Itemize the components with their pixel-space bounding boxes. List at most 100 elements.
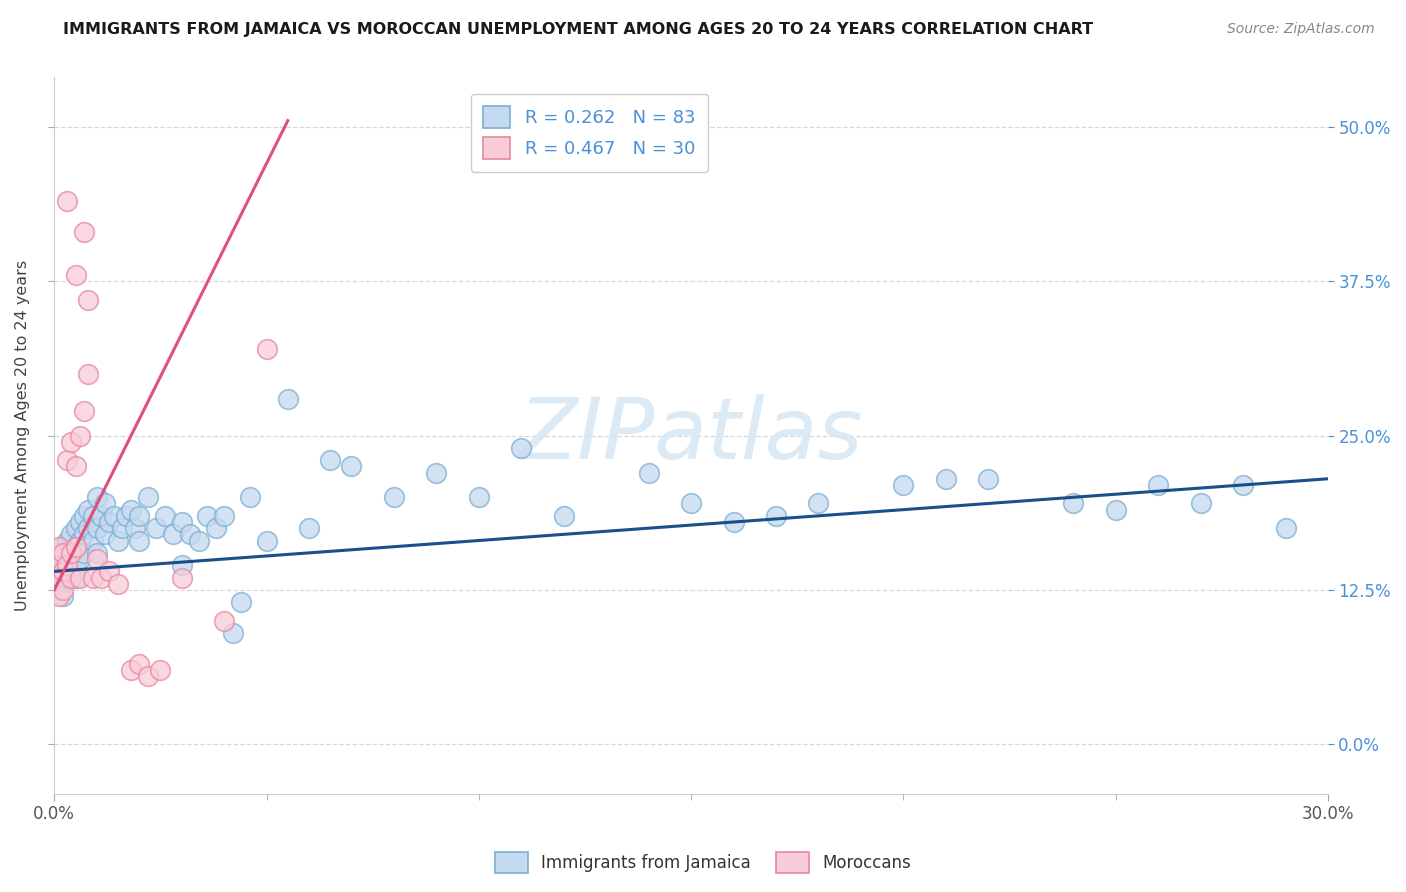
Point bbox=[1232, 478, 1254, 492]
Point bbox=[48, 540, 70, 554]
Point bbox=[107, 533, 129, 548]
Point bbox=[145, 521, 167, 535]
Point bbox=[56, 570, 79, 584]
Point bbox=[69, 515, 91, 529]
Point bbox=[103, 508, 125, 523]
Point bbox=[107, 576, 129, 591]
Point bbox=[893, 478, 915, 492]
Point bbox=[56, 194, 79, 208]
Point bbox=[204, 521, 226, 535]
Point bbox=[60, 546, 83, 560]
Point bbox=[56, 558, 79, 573]
Point bbox=[179, 527, 201, 541]
Point bbox=[52, 565, 75, 579]
Point bbox=[128, 508, 150, 523]
Point bbox=[170, 558, 193, 573]
Point bbox=[65, 268, 87, 282]
Point bbox=[65, 555, 87, 569]
Point bbox=[298, 521, 321, 535]
Point bbox=[115, 508, 138, 523]
Point bbox=[48, 552, 70, 566]
Point bbox=[681, 496, 703, 510]
Point bbox=[90, 570, 112, 584]
Point bbox=[86, 521, 108, 535]
Point bbox=[69, 533, 91, 548]
Point bbox=[98, 515, 121, 529]
Point bbox=[52, 546, 75, 560]
Point bbox=[48, 589, 70, 603]
Point bbox=[52, 565, 75, 579]
Point bbox=[69, 552, 91, 566]
Point bbox=[56, 546, 79, 560]
Point bbox=[128, 657, 150, 671]
Point bbox=[52, 589, 75, 603]
Point bbox=[82, 533, 104, 548]
Point bbox=[77, 367, 100, 381]
Point bbox=[73, 527, 96, 541]
Point bbox=[52, 582, 75, 597]
Point bbox=[136, 669, 159, 683]
Point bbox=[170, 570, 193, 584]
Y-axis label: Unemployment Among Ages 20 to 24 years: Unemployment Among Ages 20 to 24 years bbox=[15, 260, 30, 611]
Point bbox=[162, 527, 184, 541]
Text: ZIPatlas: ZIPatlas bbox=[519, 394, 863, 477]
Point bbox=[86, 552, 108, 566]
Point bbox=[69, 570, 91, 584]
Legend: R = 0.262   N = 83, R = 0.467   N = 30: R = 0.262 N = 83, R = 0.467 N = 30 bbox=[471, 94, 707, 172]
Point bbox=[1274, 521, 1296, 535]
Point bbox=[56, 453, 79, 467]
Point bbox=[425, 466, 447, 480]
Point bbox=[60, 565, 83, 579]
Point bbox=[77, 293, 100, 307]
Point bbox=[1062, 496, 1084, 510]
Point bbox=[637, 466, 659, 480]
Point bbox=[340, 459, 363, 474]
Point bbox=[86, 546, 108, 560]
Point bbox=[149, 663, 172, 677]
Point bbox=[468, 491, 491, 505]
Point bbox=[256, 342, 278, 356]
Text: IMMIGRANTS FROM JAMAICA VS MOROCCAN UNEMPLOYMENT AMONG AGES 20 TO 24 YEARS CORRE: IMMIGRANTS FROM JAMAICA VS MOROCCAN UNEM… bbox=[63, 22, 1094, 37]
Point bbox=[52, 576, 75, 591]
Point bbox=[277, 392, 299, 406]
Point bbox=[48, 570, 70, 584]
Point bbox=[60, 546, 83, 560]
Point bbox=[807, 496, 830, 510]
Point bbox=[1105, 502, 1128, 516]
Point bbox=[73, 508, 96, 523]
Point bbox=[73, 546, 96, 560]
Point bbox=[94, 496, 117, 510]
Point bbox=[128, 533, 150, 548]
Point bbox=[124, 521, 146, 535]
Point bbox=[56, 558, 79, 573]
Point bbox=[111, 521, 134, 535]
Point bbox=[187, 533, 209, 548]
Point bbox=[1189, 496, 1212, 510]
Point bbox=[120, 663, 142, 677]
Point bbox=[553, 508, 575, 523]
Point bbox=[90, 508, 112, 523]
Legend: Immigrants from Jamaica, Moroccans: Immigrants from Jamaica, Moroccans bbox=[488, 846, 918, 880]
Point bbox=[77, 502, 100, 516]
Point bbox=[136, 491, 159, 505]
Point bbox=[212, 614, 235, 628]
Point bbox=[86, 491, 108, 505]
Point bbox=[382, 491, 405, 505]
Point bbox=[48, 582, 70, 597]
Point bbox=[195, 508, 218, 523]
Point bbox=[935, 472, 957, 486]
Point bbox=[48, 558, 70, 573]
Point bbox=[48, 546, 70, 560]
Point bbox=[94, 527, 117, 541]
Point bbox=[1147, 478, 1170, 492]
Point bbox=[56, 533, 79, 548]
Text: Source: ZipAtlas.com: Source: ZipAtlas.com bbox=[1227, 22, 1375, 37]
Point bbox=[65, 540, 87, 554]
Point bbox=[73, 225, 96, 239]
Point bbox=[77, 521, 100, 535]
Point bbox=[60, 570, 83, 584]
Point bbox=[153, 508, 176, 523]
Point bbox=[239, 491, 262, 505]
Point bbox=[221, 626, 243, 640]
Point bbox=[120, 502, 142, 516]
